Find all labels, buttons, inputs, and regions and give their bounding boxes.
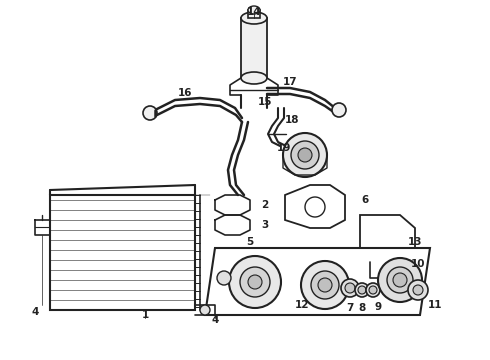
Circle shape	[200, 305, 210, 315]
Circle shape	[332, 103, 346, 117]
Bar	[241, 18, 267, 78]
Circle shape	[366, 283, 380, 297]
Circle shape	[355, 283, 369, 297]
Text: 15: 15	[258, 97, 272, 107]
Circle shape	[217, 271, 231, 285]
Circle shape	[318, 278, 332, 292]
Text: 1: 1	[142, 310, 148, 320]
Circle shape	[378, 258, 422, 302]
Circle shape	[369, 286, 377, 294]
Text: 7: 7	[346, 303, 354, 313]
Text: 12: 12	[295, 300, 309, 310]
Circle shape	[301, 261, 349, 309]
Text: 9: 9	[374, 302, 382, 312]
Circle shape	[240, 267, 270, 297]
Circle shape	[408, 280, 428, 300]
Circle shape	[413, 285, 423, 295]
Circle shape	[358, 286, 366, 294]
Text: 4: 4	[211, 315, 219, 325]
Text: 3: 3	[261, 220, 269, 230]
Text: 18: 18	[285, 115, 299, 125]
Circle shape	[387, 267, 413, 293]
Bar	[248, 10, 260, 18]
Circle shape	[298, 148, 312, 162]
Text: 13: 13	[408, 237, 422, 247]
Circle shape	[393, 273, 407, 287]
Circle shape	[143, 106, 157, 120]
Text: 10: 10	[411, 259, 425, 269]
Ellipse shape	[241, 12, 267, 24]
Circle shape	[311, 271, 339, 299]
Polygon shape	[205, 248, 430, 315]
Text: 2: 2	[261, 200, 269, 210]
Ellipse shape	[248, 6, 260, 14]
Ellipse shape	[241, 72, 267, 84]
Circle shape	[341, 279, 359, 297]
Circle shape	[229, 256, 281, 308]
Circle shape	[248, 275, 262, 289]
Text: 4: 4	[31, 307, 39, 317]
Text: 8: 8	[358, 303, 366, 313]
Text: 17: 17	[283, 77, 297, 87]
Text: 11: 11	[428, 300, 442, 310]
Text: 16: 16	[178, 88, 192, 98]
Text: 6: 6	[362, 195, 368, 205]
Text: 14: 14	[246, 7, 261, 17]
Circle shape	[345, 283, 355, 293]
Text: 5: 5	[246, 237, 254, 247]
Circle shape	[283, 133, 327, 177]
Circle shape	[291, 141, 319, 169]
Text: 19: 19	[277, 143, 291, 153]
